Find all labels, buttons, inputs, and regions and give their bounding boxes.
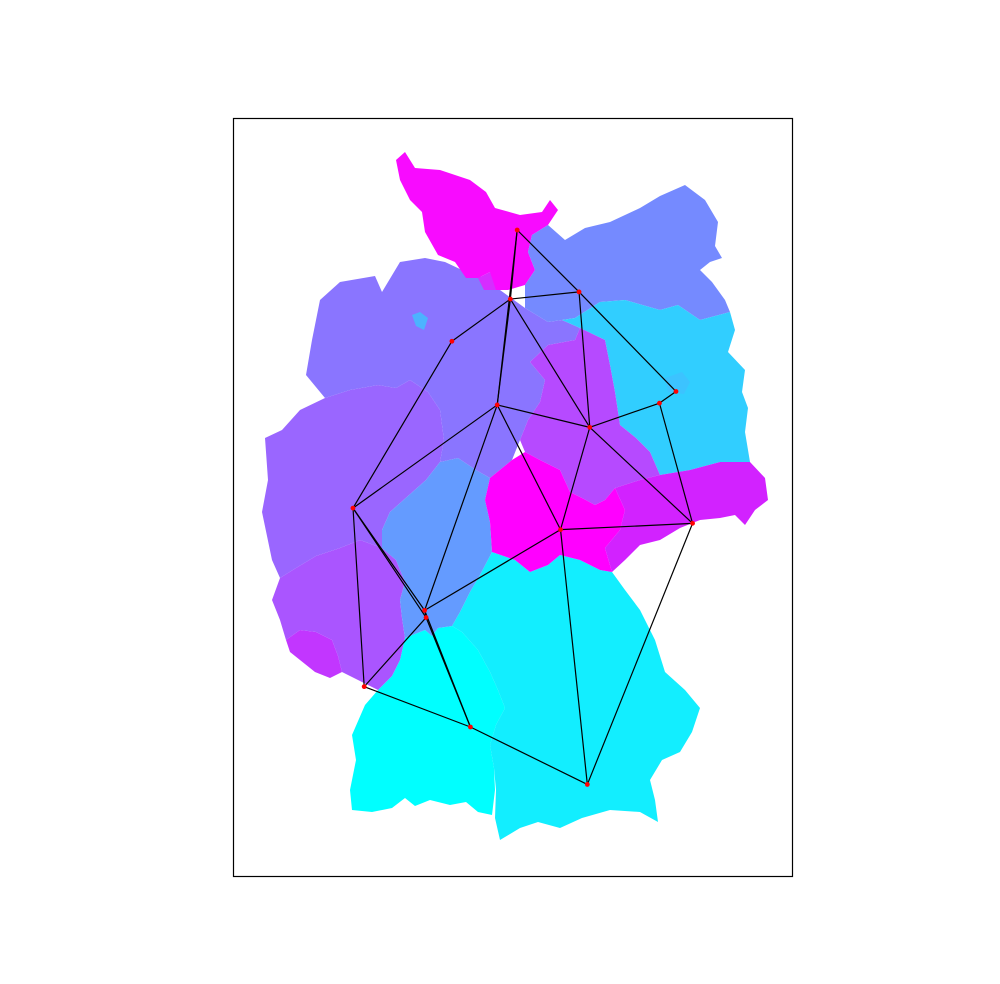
edge-kiel-schwerin — [516, 229, 580, 293]
graph-nodes — [350, 227, 695, 787]
edge-saarbruecken-stuttgart — [363, 686, 471, 728]
edge-wiesbaden-erfurt — [424, 529, 561, 611]
edge-erfurt-dresden — [560, 522, 693, 531]
axes-frame — [232, 117, 794, 878]
node-hamburg — [507, 296, 513, 302]
node-bremen — [449, 338, 455, 344]
edge-duesseldorf-mainz — [352, 507, 427, 618]
region-saarland — [286, 630, 342, 678]
edge-hannover-erfurt — [496, 404, 562, 530]
node-berlin — [673, 389, 679, 394]
region-thueringen — [485, 452, 625, 572]
edge-schwerin-magdeburg — [578, 291, 591, 428]
node-duesseldorf — [350, 505, 356, 511]
edge-erfurt-muenchen — [559, 529, 588, 785]
edge-stuttgart-muenchen — [470, 726, 588, 785]
node-saarbruecken — [361, 684, 367, 690]
region-bremen — [412, 312, 428, 330]
edge-hannover-wiesbaden — [424, 404, 498, 611]
node-hannover — [494, 402, 500, 408]
node-erfurt — [558, 527, 563, 533]
edge-mainz-saarbruecken — [363, 617, 427, 688]
edge-potsdam-dresden — [658, 402, 694, 524]
edge-hamburg-hannover — [496, 299, 511, 406]
region-berlin — [665, 372, 690, 394]
node-muenchen — [584, 782, 590, 787]
node-stuttgart — [468, 724, 473, 730]
graph-edges — [352, 229, 694, 785]
edge-hannover-magdeburg — [497, 404, 590, 428]
edge-hannover-duesseldorf — [352, 404, 498, 509]
region-schleswig-holstein — [396, 152, 558, 290]
node-mainz — [423, 615, 429, 620]
region-nrw — [262, 380, 444, 578]
edge-magdeburg-erfurt — [559, 427, 591, 530]
region-baden-wuerttemberg — [350, 626, 505, 815]
region-mecklenburg-vorpommern — [525, 185, 730, 322]
edge-hamburg-bremen — [451, 298, 511, 342]
edge-berlin-potsdam — [659, 390, 677, 404]
region-brandenburg — [562, 300, 750, 475]
region-bayern — [452, 552, 700, 840]
edge-potsdam-magdeburg — [589, 402, 660, 428]
region-niedersachsen — [306, 258, 580, 478]
edge-schwerin-berlin — [578, 291, 677, 392]
edge-hamburg-schwerin — [510, 291, 580, 300]
node-potsdam — [657, 400, 662, 406]
edge-mainz-stuttgart — [425, 617, 471, 728]
edge-duesseldorf-saarbruecken — [352, 508, 365, 687]
edge-hamburg-magdeburg — [509, 298, 591, 428]
node-wiesbaden — [422, 607, 428, 613]
edge-bremen-duesseldorf — [352, 340, 453, 509]
node-dresden — [690, 520, 695, 526]
node-magdeburg — [587, 424, 593, 430]
node-kiel — [514, 227, 520, 233]
node-schwerin — [576, 289, 582, 295]
region-rheinland-pfalz — [272, 540, 405, 690]
edge-magdeburg-dresden — [589, 426, 693, 524]
edge-dresden-muenchen — [586, 523, 694, 785]
